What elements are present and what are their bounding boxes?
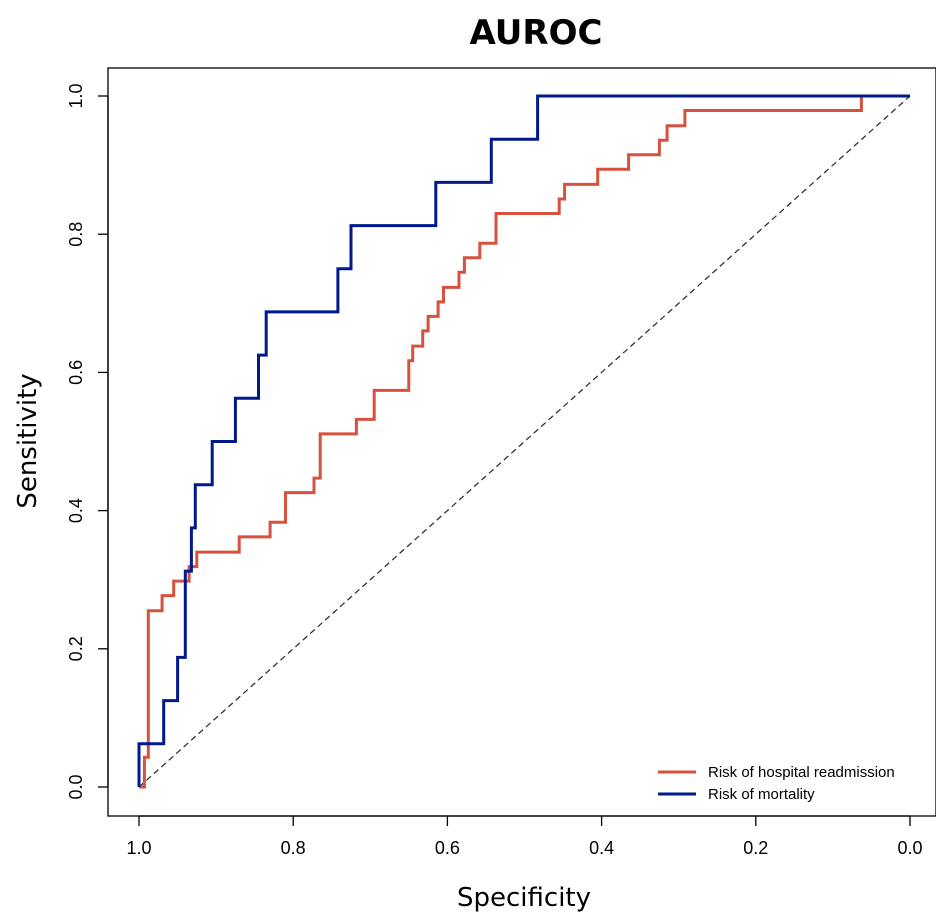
- series-line-0: [139, 94, 910, 789]
- y-tick-label: 0.8: [66, 222, 86, 247]
- legend: Risk of hospital readmission Risk of mort…: [658, 764, 895, 803]
- x-tick-label: 0.4: [589, 838, 614, 858]
- y-axis: 0.0 0.2 0.4 0.6 0.8 1.0: [66, 83, 109, 800]
- legend-label-1: Risk of mortality: [708, 786, 815, 803]
- x-tick-label: 0.6: [435, 838, 460, 858]
- x-axis-label: Specificity: [457, 883, 591, 913]
- y-tick-label: 1.0: [66, 83, 86, 108]
- x-tick-label: 0.8: [281, 838, 306, 858]
- reference-diagonal-line: [138, 95, 911, 788]
- chart-title: AUROC: [470, 13, 603, 53]
- x-axis: 1.0 0.8 0.6 0.4 0.2 0.0: [126, 815, 923, 858]
- y-tick-label: 0.2: [66, 636, 86, 661]
- series-line-1: [137, 94, 910, 787]
- y-axis-label: Sensitivity: [13, 373, 43, 508]
- x-tick-label: 1.0: [126, 838, 151, 858]
- x-tick-label: 0.2: [743, 838, 768, 858]
- legend-label-0: Risk of hospital readmission: [708, 764, 895, 781]
- y-tick-label: 0.6: [66, 360, 86, 385]
- reference-diagonal-layer: [138, 95, 911, 788]
- x-tick-label: 0.0: [897, 838, 922, 858]
- y-tick-label: 0.4: [66, 498, 86, 523]
- series-layer: [137, 94, 910, 789]
- y-tick-label: 0.0: [66, 774, 86, 799]
